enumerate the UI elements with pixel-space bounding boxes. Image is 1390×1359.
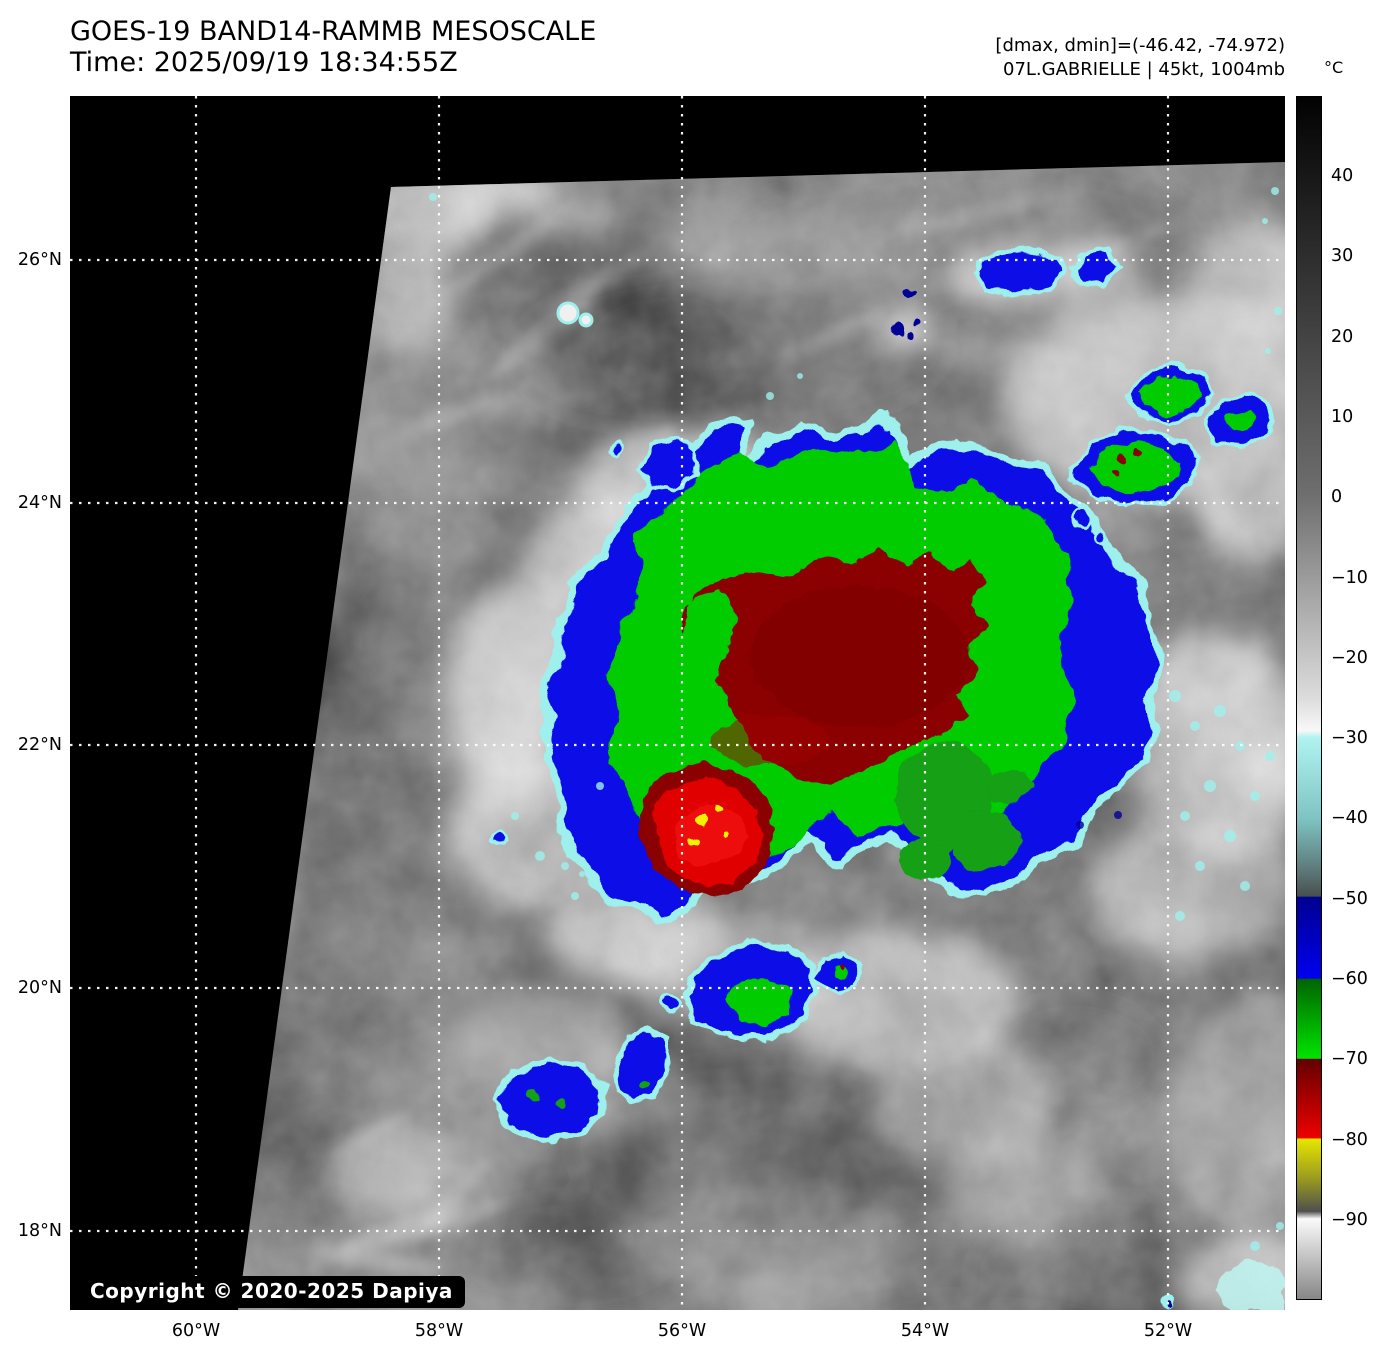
lat-tick-label: 20°N bbox=[17, 978, 62, 998]
colorbar-unit-label: °C bbox=[1324, 58, 1344, 77]
lat-tick-label: 24°N bbox=[17, 493, 62, 513]
colorbar-tick-label: 0 bbox=[1331, 487, 1343, 508]
storm-secondary-core bbox=[640, 762, 776, 897]
colorbar-tick-label: −30 bbox=[1331, 728, 1368, 749]
corner-cyan-clouds bbox=[1161, 1261, 1285, 1310]
colorbar-tick-label: 30 bbox=[1331, 246, 1354, 267]
colorbar-tick-label: −80 bbox=[1331, 1129, 1368, 1150]
lon-tick-label: 56°W bbox=[657, 1321, 707, 1341]
north-blue-patches bbox=[607, 246, 1121, 494]
cyan-ringed-spots bbox=[556, 301, 594, 328]
colorbar-tick-label: −70 bbox=[1331, 1049, 1368, 1070]
colorbar-tick-label: 20 bbox=[1331, 326, 1354, 347]
timestamp: Time: 2025/09/19 18:34:55Z bbox=[70, 47, 458, 78]
colorbar-tick-label: −20 bbox=[1331, 647, 1368, 668]
colorbar-tick-label: −90 bbox=[1331, 1209, 1368, 1230]
core-green-inlet bbox=[683, 590, 736, 681]
lon-tick-label: 52°W bbox=[1143, 1321, 1193, 1341]
longitude-axis: 60°W 58°W 56°W 54°W 52°W bbox=[70, 1320, 1285, 1350]
page-title: GOES-19 BAND14-RAMMB MESOSCALE bbox=[70, 16, 597, 47]
storm-main-cold-core bbox=[680, 546, 987, 785]
copyright-badge: Copyright © 2020-2025 Dapiya bbox=[78, 1276, 465, 1308]
south-cell-mid bbox=[491, 831, 670, 1103]
data-swath bbox=[238, 162, 1285, 1310]
header-left: GOES-19 BAND14-RAMMB MESOSCALE Time: 202… bbox=[70, 16, 596, 78]
header-right: [dmax, dmin]=(-46.42, -74.972) 07L.GABRI… bbox=[995, 34, 1285, 82]
colorbar-tick-label: −60 bbox=[1331, 968, 1368, 989]
lat-tick-label: 26°N bbox=[17, 250, 62, 270]
lat-tick-label: 18°N bbox=[17, 1221, 62, 1241]
lon-tick-label: 54°W bbox=[900, 1321, 950, 1341]
colorbar-tick-label: −40 bbox=[1331, 808, 1368, 829]
ne-cluster-main bbox=[1067, 426, 1201, 509]
colorbar-tick-label: −10 bbox=[1331, 567, 1368, 588]
lat-tick-label: 22°N bbox=[17, 735, 62, 755]
colorbar-tick-label: 40 bbox=[1331, 166, 1354, 187]
satellite-map: Copyright © 2020-2025 Dapiya bbox=[70, 96, 1285, 1310]
storm-info: 07L.GABRIELLE | 45kt, 1004mb bbox=[1003, 59, 1285, 80]
dmax-dmin-readout: [dmax, dmin]=(-46.42, -74.972) bbox=[995, 35, 1285, 56]
ne-cluster-upper bbox=[1122, 360, 1216, 425]
latitude-axis: 26°N 24°N 22°N 20°N 18°N bbox=[0, 96, 64, 1310]
colorbar-tick-label: 10 bbox=[1331, 407, 1354, 428]
satellite-imagery bbox=[70, 96, 1285, 1310]
colorbar-tick-label: −50 bbox=[1331, 888, 1368, 909]
south-cell-east bbox=[812, 949, 863, 998]
lon-tick-label: 60°W bbox=[171, 1321, 221, 1341]
cyan-speckles bbox=[429, 187, 1284, 1251]
colorbar bbox=[1296, 96, 1322, 1300]
colorbar-gradient bbox=[1297, 97, 1321, 1299]
lon-tick-label: 58°W bbox=[414, 1321, 464, 1341]
colorbar-tick-labels: 40 30 20 10 0 −10 −20 −30 −40 −50 −60 −70 −80 −90 bbox=[1331, 96, 1387, 1300]
south-cell-west bbox=[491, 1056, 608, 1143]
ne-cluster-east bbox=[1072, 391, 1278, 544]
